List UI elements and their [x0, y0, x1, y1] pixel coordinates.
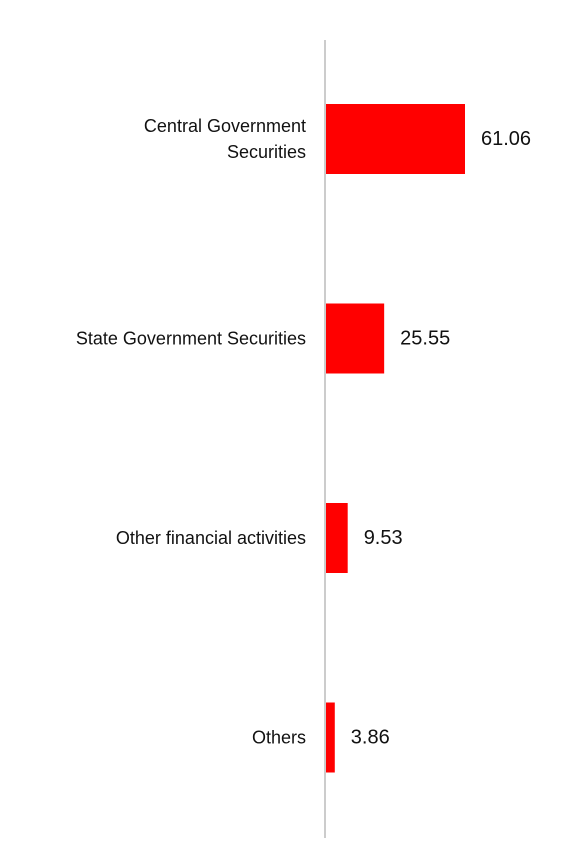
category-label-line: Others	[252, 728, 306, 748]
category-label-1: Central Government Securities	[144, 116, 306, 162]
category-label-line: Central Government	[144, 116, 306, 136]
bar-2	[326, 303, 385, 374]
category-label-4: Others	[252, 728, 306, 748]
value-label-1: 61.06	[481, 128, 531, 150]
bars	[326, 104, 465, 773]
category-label-line: State Government Securities	[76, 329, 306, 349]
bar-1	[326, 104, 465, 174]
category-labels: Central Government Securities State Govern…	[76, 116, 306, 748]
bar-4	[326, 702, 335, 773]
category-label-line: Other financial activities	[116, 528, 306, 548]
category-label-2: State Government Securities	[76, 329, 306, 349]
bar-3	[326, 503, 348, 573]
value-label-4: 3.86	[351, 727, 390, 749]
value-label-2: 25.55	[400, 328, 450, 350]
category-label-line: Securities	[227, 142, 306, 162]
value-labels: 61.06 25.55 9.53 3.86	[351, 128, 531, 749]
category-label-3: Other financial activities	[116, 528, 306, 548]
value-label-3: 9.53	[364, 527, 403, 549]
